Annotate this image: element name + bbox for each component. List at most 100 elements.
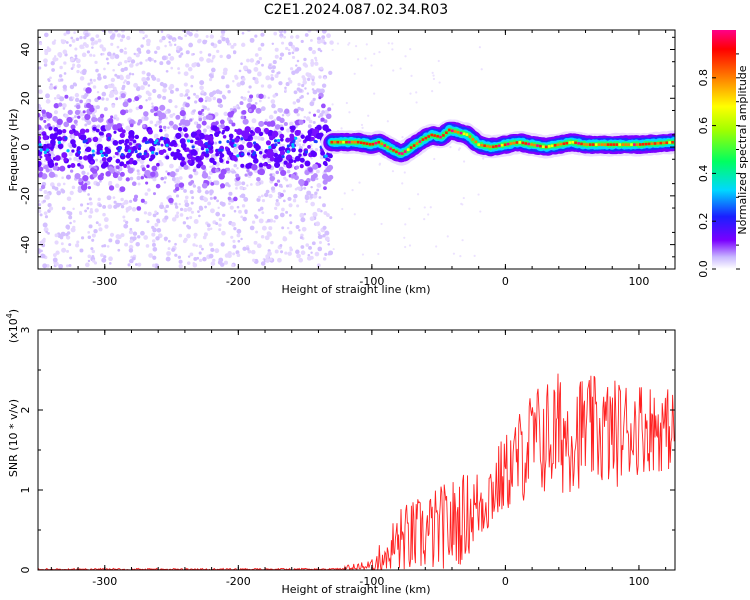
noise-dot — [279, 133, 285, 139]
noise-dot — [317, 47, 321, 52]
y-tick-label: 20 — [19, 91, 32, 105]
noise-dot — [318, 96, 322, 100]
noise-dot — [238, 209, 242, 214]
noise-dot — [328, 70, 333, 75]
noise-dot — [131, 181, 137, 187]
noise-dot — [189, 215, 193, 220]
noise-dot — [72, 63, 76, 67]
noise-dot — [361, 126, 364, 129]
noise-dot — [110, 77, 116, 83]
noise-dot — [176, 152, 183, 159]
ridge-peak — [600, 143, 604, 146]
noise-dot — [86, 100, 90, 103]
noise-dot — [321, 173, 329, 180]
noise-dot — [415, 91, 418, 94]
ridge-peak — [653, 142, 657, 145]
noise-dot — [299, 157, 305, 163]
noise-dot — [303, 57, 307, 62]
noise-dot — [260, 84, 265, 88]
noise-dot — [315, 177, 319, 181]
noise-dot — [409, 92, 412, 95]
noise-dot — [156, 162, 160, 167]
noise-dot — [184, 202, 190, 208]
noise-dot — [262, 162, 267, 167]
noise-dot — [240, 115, 245, 120]
noise-dot — [86, 172, 90, 175]
noise-dot — [241, 42, 246, 48]
noise-dot — [317, 231, 321, 235]
noise-dot — [97, 75, 102, 81]
noise-dot — [143, 235, 149, 240]
noise-dot — [64, 136, 68, 140]
noise-dot — [314, 56, 318, 60]
noise-dot — [221, 75, 225, 80]
noise-dot — [94, 208, 99, 213]
noise-dot — [291, 147, 296, 153]
noise-dot — [269, 120, 276, 127]
noise-dot — [177, 71, 181, 75]
noise-dot — [310, 59, 314, 63]
noise-dot — [207, 53, 212, 57]
noise-dot — [192, 109, 196, 113]
noise-dot — [77, 27, 80, 30]
noise-dot — [274, 54, 279, 59]
noise-dot — [409, 48, 412, 51]
noise-dot — [199, 56, 204, 62]
noise-dot — [80, 203, 84, 207]
noise-dot — [51, 68, 55, 72]
ridge-peak — [624, 143, 627, 146]
noise-dot — [197, 210, 200, 213]
noise-dot — [251, 220, 256, 224]
noise-dot — [403, 171, 406, 174]
noise-dot — [236, 82, 242, 87]
noise-dot — [285, 184, 290, 188]
noise-dot — [331, 48, 334, 52]
noise-dot — [46, 117, 50, 122]
noise-dot — [39, 148, 43, 152]
noise-dot — [52, 134, 58, 140]
noise-dot — [285, 137, 291, 143]
noise-dot — [79, 111, 85, 117]
noise-dot — [258, 93, 264, 99]
noise-dot — [93, 117, 98, 122]
noise-dot — [254, 79, 259, 85]
noise-dot — [152, 246, 158, 252]
noise-dot — [461, 239, 464, 242]
ridge-peak — [641, 143, 645, 146]
noise-dot — [325, 113, 332, 120]
noise-dot — [58, 263, 64, 269]
noise-dot — [184, 133, 189, 138]
noise-dot — [119, 38, 124, 42]
noise-dot — [151, 242, 156, 247]
noise-dot — [162, 95, 167, 100]
x-tick-label: -200 — [226, 575, 251, 588]
noise-dot — [58, 102, 63, 107]
noise-dot — [152, 213, 157, 218]
noise-dot — [297, 106, 301, 111]
noise-dot — [329, 40, 334, 45]
noise-dot — [305, 243, 310, 247]
noise-dot — [224, 146, 229, 150]
noise-dot — [134, 149, 138, 154]
noise-dot — [303, 212, 307, 216]
noise-dot — [100, 172, 105, 177]
noise-dot — [219, 157, 223, 161]
noise-dot — [61, 152, 68, 159]
noise-dot — [242, 148, 248, 153]
noise-dot — [64, 94, 69, 99]
noise-dot — [209, 242, 214, 247]
noise-dot — [202, 256, 207, 262]
noise-dot — [288, 183, 293, 188]
noise-dot — [110, 115, 114, 119]
noise-dot — [95, 34, 100, 38]
noise-dot — [214, 131, 220, 137]
noise-dot — [296, 253, 301, 259]
noise-dot — [99, 113, 105, 119]
noise-dot — [403, 236, 406, 239]
noise-dot — [247, 249, 252, 254]
y-tick-label: 3 — [19, 327, 32, 334]
noise-dot — [320, 103, 326, 109]
ridge-peak — [568, 141, 572, 144]
noise-dot — [85, 87, 92, 94]
noise-dot — [187, 255, 191, 258]
